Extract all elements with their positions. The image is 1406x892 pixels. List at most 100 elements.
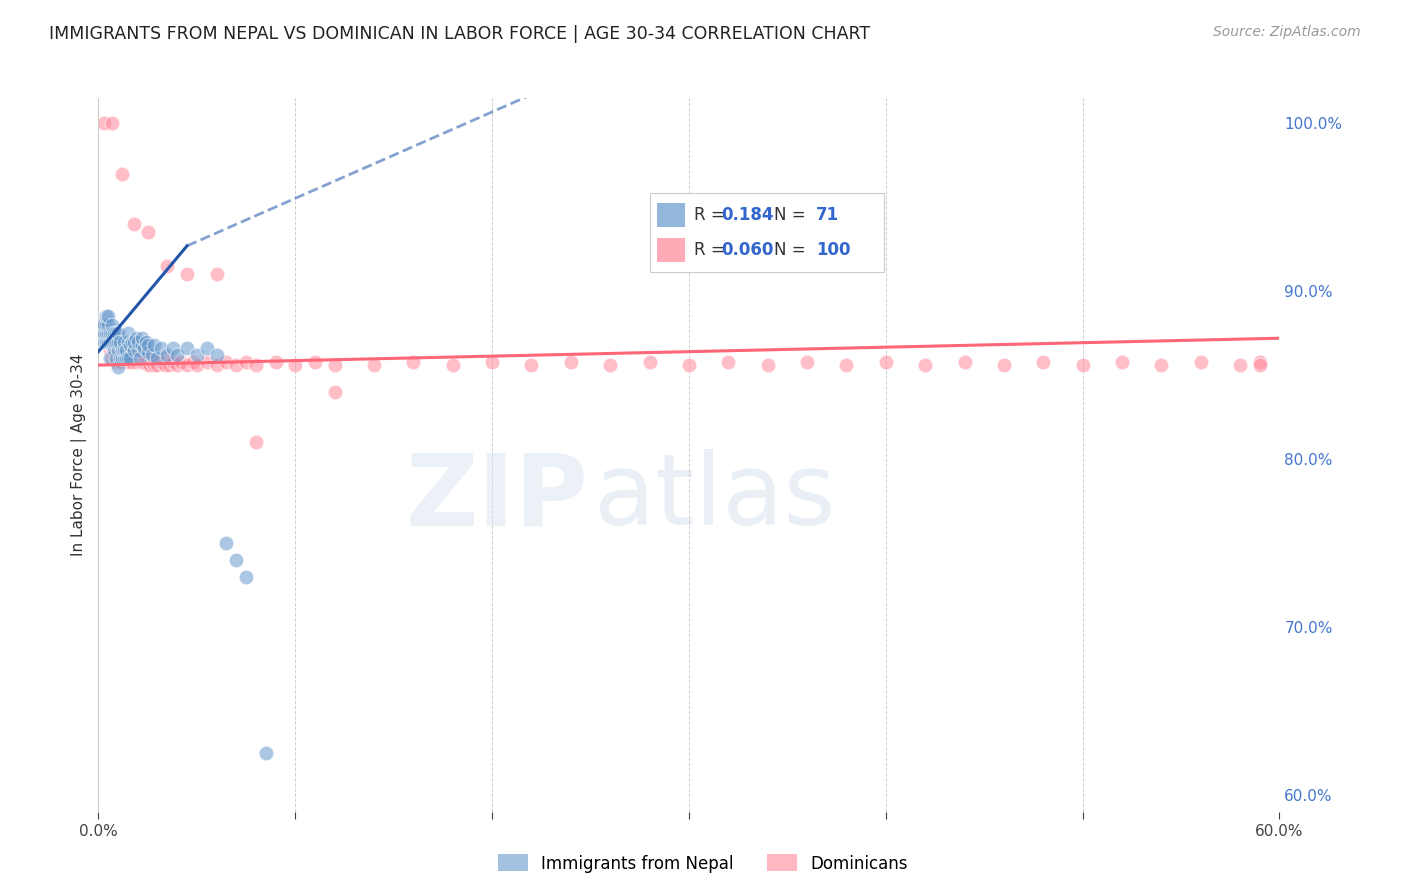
Point [1111, 355, 1133, 369]
Point [107, 351, 129, 366]
Point [115, 348, 138, 362]
Point [186, 358, 208, 372]
Point [1229, 358, 1251, 372]
Point [128, 348, 150, 362]
Point [101, 351, 124, 366]
Point [103, 348, 125, 362]
Point [101, 116, 124, 130]
Point [98, 351, 121, 366]
Point [91, 318, 114, 332]
Point [1249, 358, 1271, 372]
Point [105, 355, 128, 369]
Point [96, 334, 118, 349]
Point [107, 334, 129, 349]
Point [97, 326, 120, 341]
Point [105, 343, 128, 357]
Point [112, 334, 135, 349]
Point [441, 358, 464, 372]
Bar [650, 193, 884, 272]
Point [111, 167, 134, 181]
Point [146, 358, 169, 372]
Point [166, 348, 188, 362]
Point [225, 553, 247, 567]
Text: 0.060: 0.060 [721, 241, 773, 259]
Point [835, 358, 858, 372]
Point [166, 358, 188, 372]
Point [118, 351, 141, 366]
Point [115, 355, 138, 369]
Text: N =: N = [773, 241, 806, 259]
Point [132, 341, 155, 355]
Point [176, 341, 198, 355]
Point [170, 355, 193, 369]
Point [132, 355, 155, 369]
Point [101, 326, 124, 341]
Point [131, 348, 153, 362]
Point [138, 358, 160, 372]
Text: 0.184: 0.184 [721, 206, 773, 224]
Point [245, 358, 267, 372]
Point [122, 351, 145, 366]
Point [176, 358, 198, 372]
Point [131, 355, 153, 369]
Point [136, 338, 159, 352]
Text: Source: ZipAtlas.com: Source: ZipAtlas.com [1213, 25, 1361, 39]
Point [96, 310, 118, 324]
Point [125, 331, 148, 345]
Point [1071, 358, 1094, 372]
Point [402, 355, 425, 369]
Point [103, 338, 125, 352]
Point [97, 334, 120, 349]
Text: ZIP: ZIP [406, 450, 589, 546]
Point [638, 355, 661, 369]
Point [112, 343, 135, 357]
Point [118, 355, 141, 369]
Bar [657, 238, 685, 261]
Point [156, 348, 179, 362]
Point [235, 569, 257, 583]
Point [108, 355, 131, 369]
Point [122, 334, 145, 349]
Point [108, 351, 131, 366]
Point [284, 358, 307, 372]
Point [112, 351, 135, 366]
Point [176, 268, 198, 282]
Point [155, 358, 177, 372]
Point [127, 334, 149, 349]
Point [520, 358, 543, 372]
Point [117, 326, 139, 341]
Point [112, 343, 135, 357]
Point [127, 343, 149, 357]
Point [136, 344, 159, 359]
Point [205, 358, 228, 372]
Point [162, 341, 184, 355]
Point [245, 435, 267, 450]
Point [112, 351, 135, 366]
Point [97, 334, 120, 349]
Point [111, 355, 134, 369]
Y-axis label: In Labor Force | Age 30-34: In Labor Force | Age 30-34 [72, 353, 87, 557]
Legend: Immigrants from Nepal, Dominicans: Immigrants from Nepal, Dominicans [491, 847, 915, 880]
Point [142, 358, 165, 372]
Point [115, 351, 138, 366]
Point [131, 331, 153, 345]
Point [195, 341, 218, 355]
Point [264, 355, 287, 369]
Point [97, 318, 120, 332]
Point [105, 334, 128, 349]
Point [122, 343, 145, 357]
Point [796, 355, 818, 369]
Point [162, 355, 184, 369]
Point [93, 326, 115, 341]
Text: IMMIGRANTS FROM NEPAL VS DOMINICAN IN LABOR FORCE | AGE 30-34 CORRELATION CHART: IMMIGRANTS FROM NEPAL VS DOMINICAN IN LA… [49, 25, 870, 43]
Point [103, 326, 125, 341]
Point [107, 343, 129, 357]
Point [135, 334, 157, 349]
Point [96, 318, 118, 332]
Point [304, 355, 326, 369]
Point [756, 358, 779, 372]
Point [136, 226, 159, 240]
Point [121, 355, 143, 369]
Point [118, 338, 141, 352]
Point [117, 351, 139, 366]
